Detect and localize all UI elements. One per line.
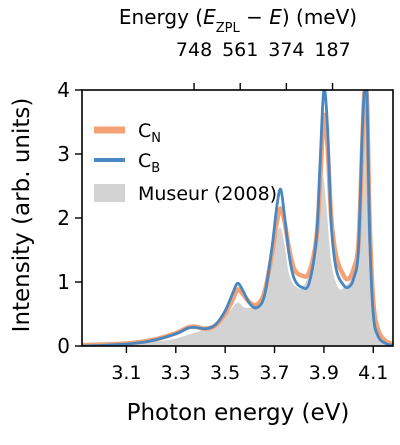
top-axis-title-part: E xyxy=(203,5,216,29)
legend-label-base: C xyxy=(138,150,151,172)
legend-label: CN xyxy=(138,120,161,146)
x-tick-label: 3.9 xyxy=(309,362,339,384)
legend-label-sub: B xyxy=(151,161,160,176)
top-axis-title-part: Energy ( xyxy=(119,5,203,29)
y-axis-title: Intensity (arb. units) xyxy=(9,98,35,333)
series-c-b-line xyxy=(82,90,393,346)
x-axis-title: Photon energy (eV) xyxy=(127,400,350,426)
y-tick-label: 4 xyxy=(57,78,70,102)
top-tick-label: 561 xyxy=(222,39,258,61)
y-tick-label: 2 xyxy=(57,206,70,230)
legend-swatch-area xyxy=(94,184,125,202)
top-axis-title-part: E xyxy=(269,5,282,29)
legend-label-base: C xyxy=(138,120,151,142)
x-tick-label: 3.3 xyxy=(161,362,191,384)
top-tick-label: 748 xyxy=(176,39,212,61)
y-tick-label: 1 xyxy=(57,270,70,294)
x-tick-label: 3.1 xyxy=(111,362,141,384)
plot-data xyxy=(82,90,393,346)
series-museur-2008-area xyxy=(82,108,393,346)
y-tick-label: 3 xyxy=(57,142,70,166)
legend-label: CB xyxy=(138,150,160,176)
x-tick-label: 3.5 xyxy=(210,362,240,384)
top-axis-title: Energy (EZPL − E) (meV) xyxy=(119,5,357,36)
top-axis-title-part: ZPL xyxy=(216,21,241,36)
legend-label-sub: N xyxy=(151,131,161,146)
x-tick-label: 4.1 xyxy=(358,362,388,384)
y-tick-label: 0 xyxy=(57,334,70,358)
x-tick-label: 3.7 xyxy=(259,362,289,384)
top-tick-label: 187 xyxy=(314,39,350,61)
legend-label: Museur (2008) xyxy=(138,183,277,205)
axes: 3.1 3.3 3.5 3.7 3.9 4.1 0 1 2 3 4 748 561 374 187 xyxy=(57,39,388,384)
top-tick-label: 374 xyxy=(268,39,304,61)
top-axis-title-part: ) (meV) xyxy=(282,5,357,29)
top-axis-title-part: − xyxy=(240,5,269,29)
